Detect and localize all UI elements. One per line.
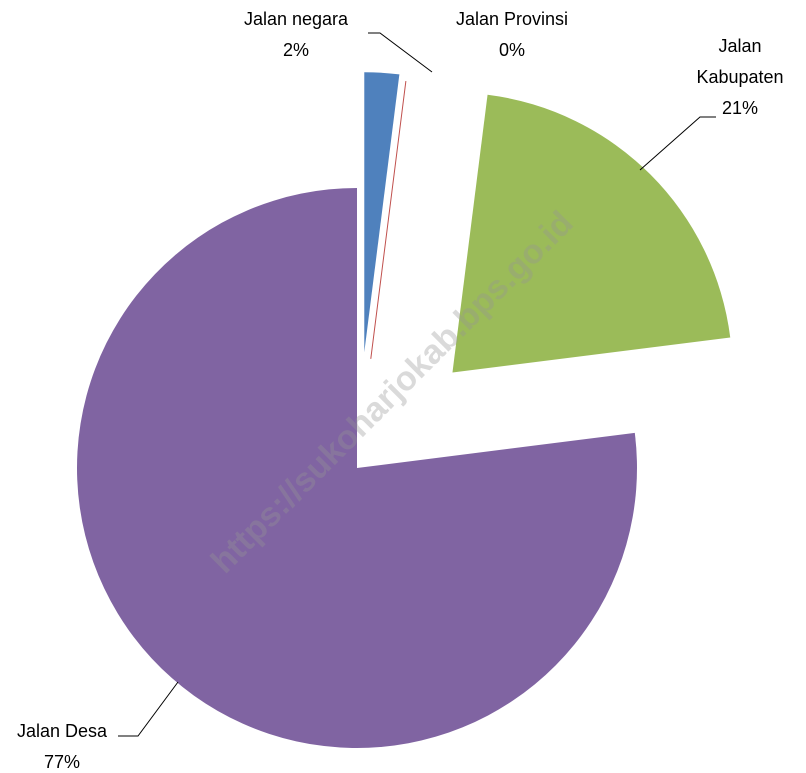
leader-line (639, 116, 716, 171)
leader-line (118, 681, 179, 737)
slice-label: Jalan Provinsi (456, 9, 568, 29)
pie-slice (76, 188, 637, 748)
leader-line (368, 32, 433, 73)
value-label: 0% (499, 40, 525, 60)
pie-slice (370, 81, 407, 359)
slice-label: Jalan Desa (17, 721, 108, 741)
value-label: 21% (722, 98, 758, 118)
slice-label: Jalan Kabupaten (696, 36, 783, 87)
pie-slice (452, 94, 731, 373)
pie-slice (364, 72, 400, 353)
value-label: 2% (283, 40, 309, 60)
value-label: 77% (44, 752, 80, 772)
slice-label: Jalan negara (244, 9, 349, 29)
